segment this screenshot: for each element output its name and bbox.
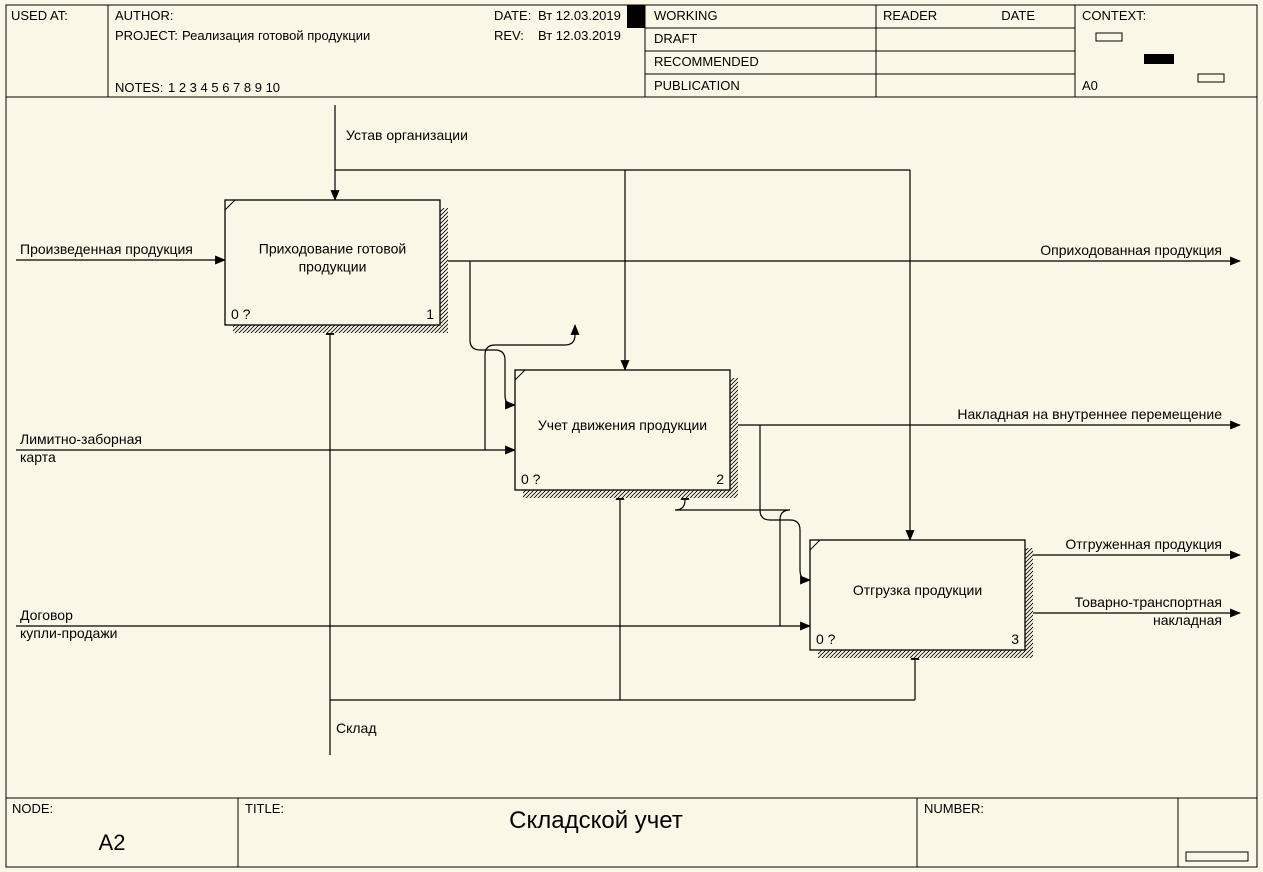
date-value: Вт 12.03.2019: [538, 8, 621, 23]
box-label: продукции: [299, 259, 367, 275]
status-recommended: RECOMMENDED: [654, 54, 759, 69]
output-label: накладная: [1153, 612, 1222, 628]
box-corner-right: 3: [1011, 631, 1019, 647]
box-corner-right: 1: [426, 306, 434, 322]
input-label: Лимитно-заборная: [20, 431, 142, 447]
project-label: PROJECT:: [115, 28, 178, 43]
box-corner-left: 0 ?: [231, 306, 251, 322]
reader-label: READER: [883, 8, 937, 23]
output-label: Товарно-транспортная: [1075, 594, 1222, 610]
rev-value: Вт 12.03.2019: [538, 28, 621, 43]
output-label: Отгруженная продукция: [1065, 536, 1222, 552]
output-label: Накладная на внутреннее перемещение: [957, 406, 1222, 422]
context-label: CONTEXT:: [1082, 8, 1146, 23]
rev-label: REV:: [494, 28, 524, 43]
context-node: A0: [1082, 78, 1098, 93]
box-corner-right: 2: [716, 471, 724, 487]
title-label: TITLE:: [245, 801, 284, 816]
box-corner-left: 0 ?: [816, 631, 836, 647]
notes-label: NOTES:: [115, 80, 163, 95]
used-at-label: USED AT:: [11, 8, 68, 23]
control-label: Устав организации: [346, 127, 468, 143]
title-value: Складской учет: [509, 807, 683, 834]
status-publication: PUBLICATION: [654, 78, 740, 93]
input-label: Договор: [20, 607, 73, 623]
status-draft: DRAFT: [654, 31, 697, 46]
input-label: купли-продажи: [20, 625, 118, 641]
input-label: Произведенная продукция: [20, 241, 193, 257]
notes-value: 1 2 3 4 5 6 7 8 9 10: [168, 80, 280, 95]
node-value: A2: [99, 830, 126, 855]
project-value: Реализация готовой продукции: [182, 28, 370, 43]
input-label: карта: [20, 449, 56, 465]
number-label: NUMBER:: [924, 801, 984, 816]
box-corner-left: 0 ?: [521, 471, 541, 487]
box-label: Приходование готовой: [259, 241, 406, 257]
date-label: DATE:: [494, 8, 531, 23]
box-label: Отгрузка продукции: [853, 582, 982, 598]
date-right-label: DATE: [1001, 8, 1035, 23]
box-label: Учет движения продукции: [538, 417, 707, 433]
mechanism-label: Склад: [336, 720, 377, 736]
idef0-diagram: USED AT: AUTHOR: PROJECT: Реализация гот…: [0, 0, 1263, 872]
node-label: NODE:: [12, 801, 53, 816]
status-working: WORKING: [654, 8, 718, 23]
output-label: Оприходованная продукция: [1040, 242, 1222, 258]
author-label: AUTHOR:: [115, 8, 174, 23]
